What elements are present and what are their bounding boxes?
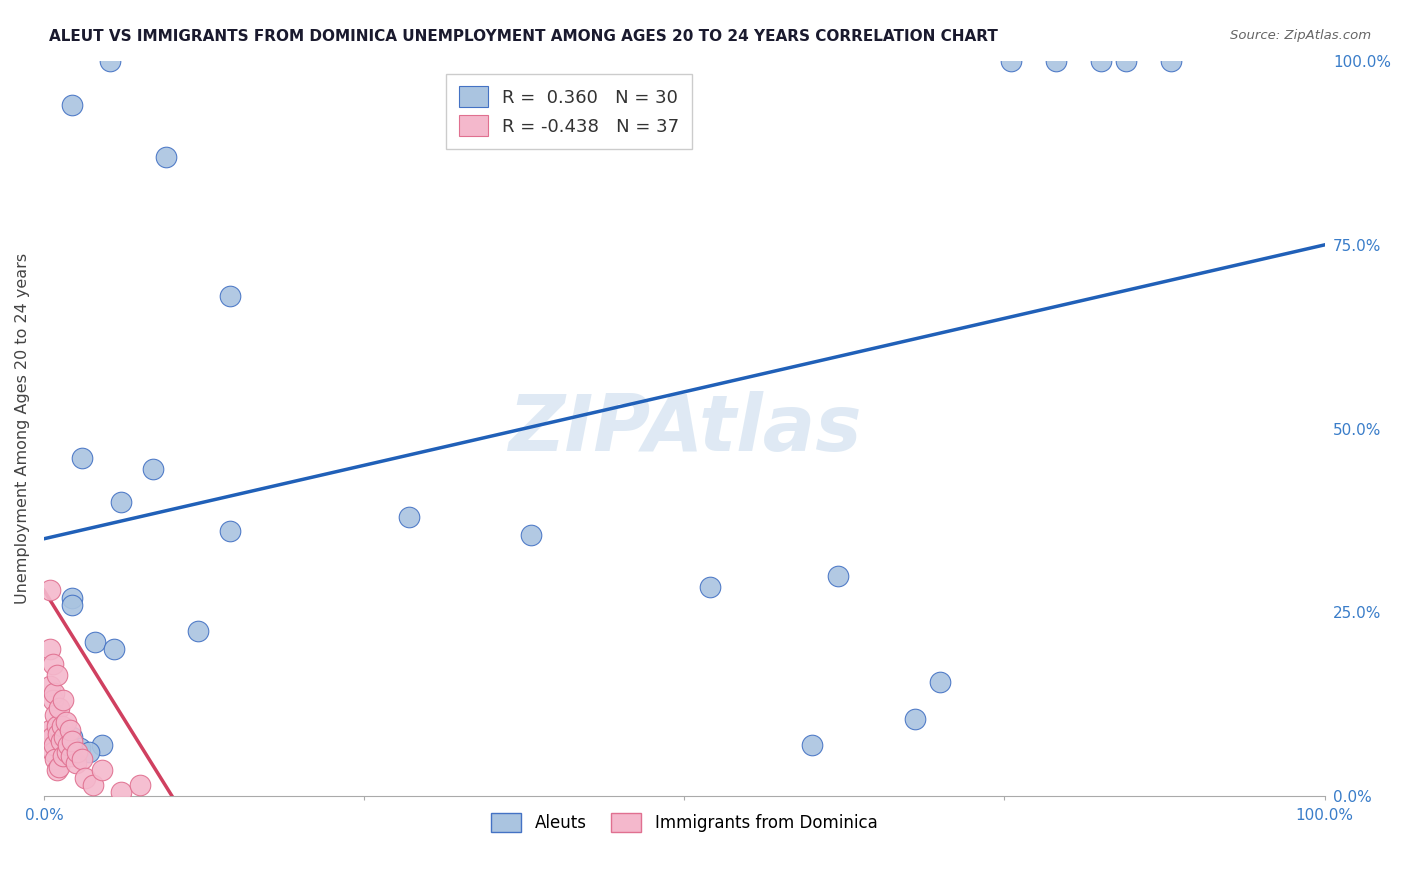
Y-axis label: Unemployment Among Ages 20 to 24 years: Unemployment Among Ages 20 to 24 years — [15, 253, 30, 604]
Point — [929, 675, 952, 690]
Point — [46, 726, 69, 740]
Point — [60, 741, 83, 756]
Text: ALEUT VS IMMIGRANTS FROM DOMINICA UNEMPLOYMENT AMONG AGES 20 TO 24 YEARS CORRELA: ALEUT VS IMMIGRANTS FROM DOMINICA UNEMPL… — [49, 29, 998, 44]
Point — [519, 528, 541, 542]
Point — [41, 730, 63, 744]
Point — [90, 764, 112, 778]
Point — [60, 730, 83, 744]
Point — [90, 738, 112, 752]
Point — [45, 667, 67, 681]
Point — [1160, 54, 1182, 69]
Point — [56, 745, 79, 759]
Point — [699, 580, 721, 594]
Point — [52, 693, 75, 707]
Point — [82, 778, 104, 792]
Point — [48, 759, 70, 773]
Point — [129, 778, 152, 792]
Point — [904, 712, 927, 726]
Point — [42, 657, 65, 671]
Point — [60, 591, 83, 605]
Point — [51, 719, 73, 733]
Point — [42, 745, 65, 759]
Point — [44, 686, 66, 700]
Point — [801, 738, 824, 752]
Point — [1000, 54, 1022, 69]
Point — [44, 708, 66, 723]
Point — [58, 738, 80, 752]
Point — [39, 642, 62, 657]
Text: ZIPAtlas: ZIPAtlas — [508, 391, 860, 467]
Point — [103, 642, 125, 657]
Point — [44, 752, 66, 766]
Point — [72, 450, 94, 465]
Point — [42, 693, 65, 707]
Point — [52, 748, 75, 763]
Point — [60, 734, 83, 748]
Point — [39, 723, 62, 737]
Point — [59, 748, 82, 763]
Point — [110, 495, 132, 509]
Point — [66, 745, 89, 759]
Point — [45, 719, 67, 733]
Point — [1090, 54, 1112, 69]
Point — [218, 524, 240, 539]
Point — [1045, 54, 1067, 69]
Point — [73, 771, 96, 785]
Point — [77, 745, 100, 759]
Point — [72, 752, 94, 766]
Point — [218, 289, 240, 303]
Point — [60, 598, 83, 612]
Point — [1115, 54, 1137, 69]
Point — [827, 568, 849, 582]
Text: Source: ZipAtlas.com: Source: ZipAtlas.com — [1230, 29, 1371, 42]
Legend: R =  0.360   N = 30, R = -0.438   N = 37: R = 0.360 N = 30, R = -0.438 N = 37 — [446, 74, 692, 149]
Point — [53, 730, 76, 744]
Point — [142, 462, 165, 476]
Point — [44, 738, 66, 752]
Point — [45, 764, 67, 778]
Point — [187, 624, 209, 638]
Point — [48, 700, 70, 714]
Point — [398, 509, 420, 524]
Point — [60, 98, 83, 112]
Point — [49, 734, 72, 748]
Point — [65, 756, 87, 770]
Point — [100, 54, 122, 69]
Point — [58, 723, 80, 737]
Point — [155, 150, 177, 164]
Point — [55, 715, 77, 730]
Point — [84, 634, 107, 648]
Point — [69, 741, 91, 756]
Point — [39, 583, 62, 598]
Point — [110, 785, 132, 799]
Point — [39, 679, 62, 693]
